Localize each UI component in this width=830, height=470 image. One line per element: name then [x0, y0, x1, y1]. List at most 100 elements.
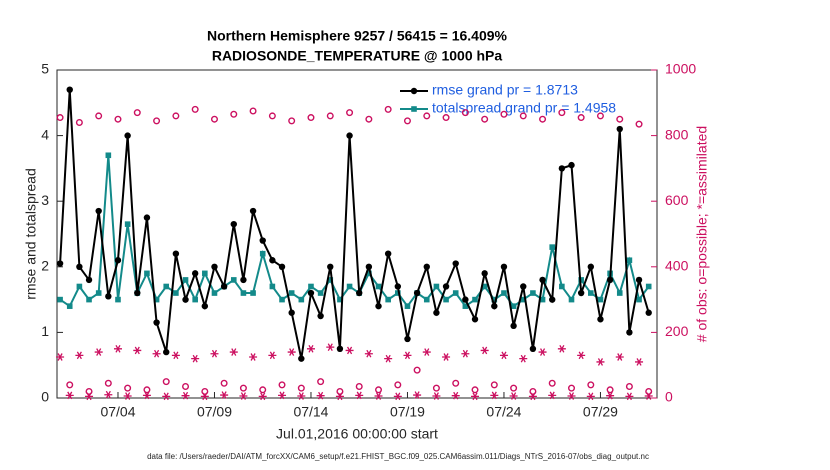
marker [113, 344, 122, 353]
legend-marker [411, 106, 417, 112]
marker [559, 283, 565, 290]
marker [66, 381, 74, 389]
marker [577, 114, 585, 122]
marker [567, 392, 576, 400]
marker [588, 290, 594, 296]
marker [538, 348, 547, 356]
marker [471, 386, 479, 394]
marker [461, 349, 470, 358]
marker [491, 302, 498, 310]
marker [635, 276, 643, 284]
marker [66, 86, 73, 93]
marker [57, 296, 63, 303]
marker [75, 118, 83, 126]
marker [144, 270, 150, 277]
marker [278, 391, 287, 400]
chart-title: Northern Hemisphere 9257 / 56415 = 16.40… [207, 28, 508, 44]
marker [76, 283, 83, 290]
marker [462, 296, 469, 303]
marker [548, 391, 557, 400]
marker [95, 112, 103, 120]
marker [365, 115, 373, 123]
marker [211, 290, 218, 296]
marker [249, 353, 258, 361]
marker [500, 110, 508, 118]
marker [143, 386, 151, 394]
marker [375, 302, 382, 310]
marker [442, 283, 450, 290]
marker [298, 355, 305, 362]
marker [597, 316, 604, 323]
y-tick-label: 2 [41, 258, 49, 274]
marker [114, 257, 122, 264]
y2-tick-label: 400 [665, 258, 689, 274]
marker [230, 220, 237, 228]
marker [143, 214, 151, 221]
x-tick-label: 07/09 [197, 404, 232, 420]
marker [394, 381, 402, 389]
marker [385, 296, 391, 303]
marker [133, 109, 141, 117]
y-tick-label: 1 [41, 323, 49, 339]
marker [568, 384, 576, 392]
marker [413, 391, 422, 399]
marker [239, 392, 248, 400]
marker [182, 277, 189, 283]
x-tick-label: 07/04 [100, 404, 135, 420]
marker [404, 303, 411, 309]
marker [56, 353, 65, 361]
marker [384, 105, 392, 113]
marker [365, 263, 373, 270]
marker [481, 270, 488, 277]
marker [539, 276, 546, 284]
marker [249, 207, 257, 215]
marker [288, 290, 295, 296]
marker [307, 114, 315, 122]
marker [616, 125, 623, 133]
marker [626, 257, 633, 264]
marker [133, 346, 142, 355]
marker [501, 290, 507, 296]
marker [586, 392, 595, 401]
marker [327, 277, 334, 283]
marker [346, 109, 354, 117]
marker [105, 293, 112, 300]
marker [471, 316, 479, 323]
y2-tick-label: 0 [665, 389, 673, 405]
marker [230, 110, 238, 118]
marker [259, 386, 267, 394]
marker [317, 312, 324, 320]
marker [163, 348, 170, 356]
y2-tick-label: 800 [665, 126, 689, 142]
marker [549, 244, 556, 250]
marker [635, 358, 644, 366]
marker [307, 289, 315, 297]
marker [66, 303, 73, 309]
x-tick-label: 07/19 [390, 404, 425, 420]
y-tick-label: 0 [41, 389, 49, 405]
marker [297, 384, 305, 392]
marker [115, 296, 121, 303]
x-tick-label: 07/24 [486, 404, 521, 420]
marker [327, 263, 334, 270]
marker [220, 379, 228, 387]
y2-tick-label: 600 [665, 192, 689, 208]
marker [182, 383, 190, 391]
marker [472, 296, 478, 303]
x-tick-label: 07/14 [293, 404, 328, 420]
marker [510, 384, 518, 392]
marker [191, 270, 199, 277]
marker [229, 348, 238, 356]
marker [124, 221, 131, 227]
marker [95, 207, 102, 215]
marker [279, 296, 285, 303]
marker [452, 260, 459, 267]
marker [539, 296, 546, 303]
marker [162, 378, 170, 386]
marker [433, 309, 440, 316]
marker [56, 114, 64, 122]
marker [298, 296, 305, 303]
marker [626, 329, 633, 336]
marker [625, 383, 633, 391]
marker [249, 107, 257, 115]
